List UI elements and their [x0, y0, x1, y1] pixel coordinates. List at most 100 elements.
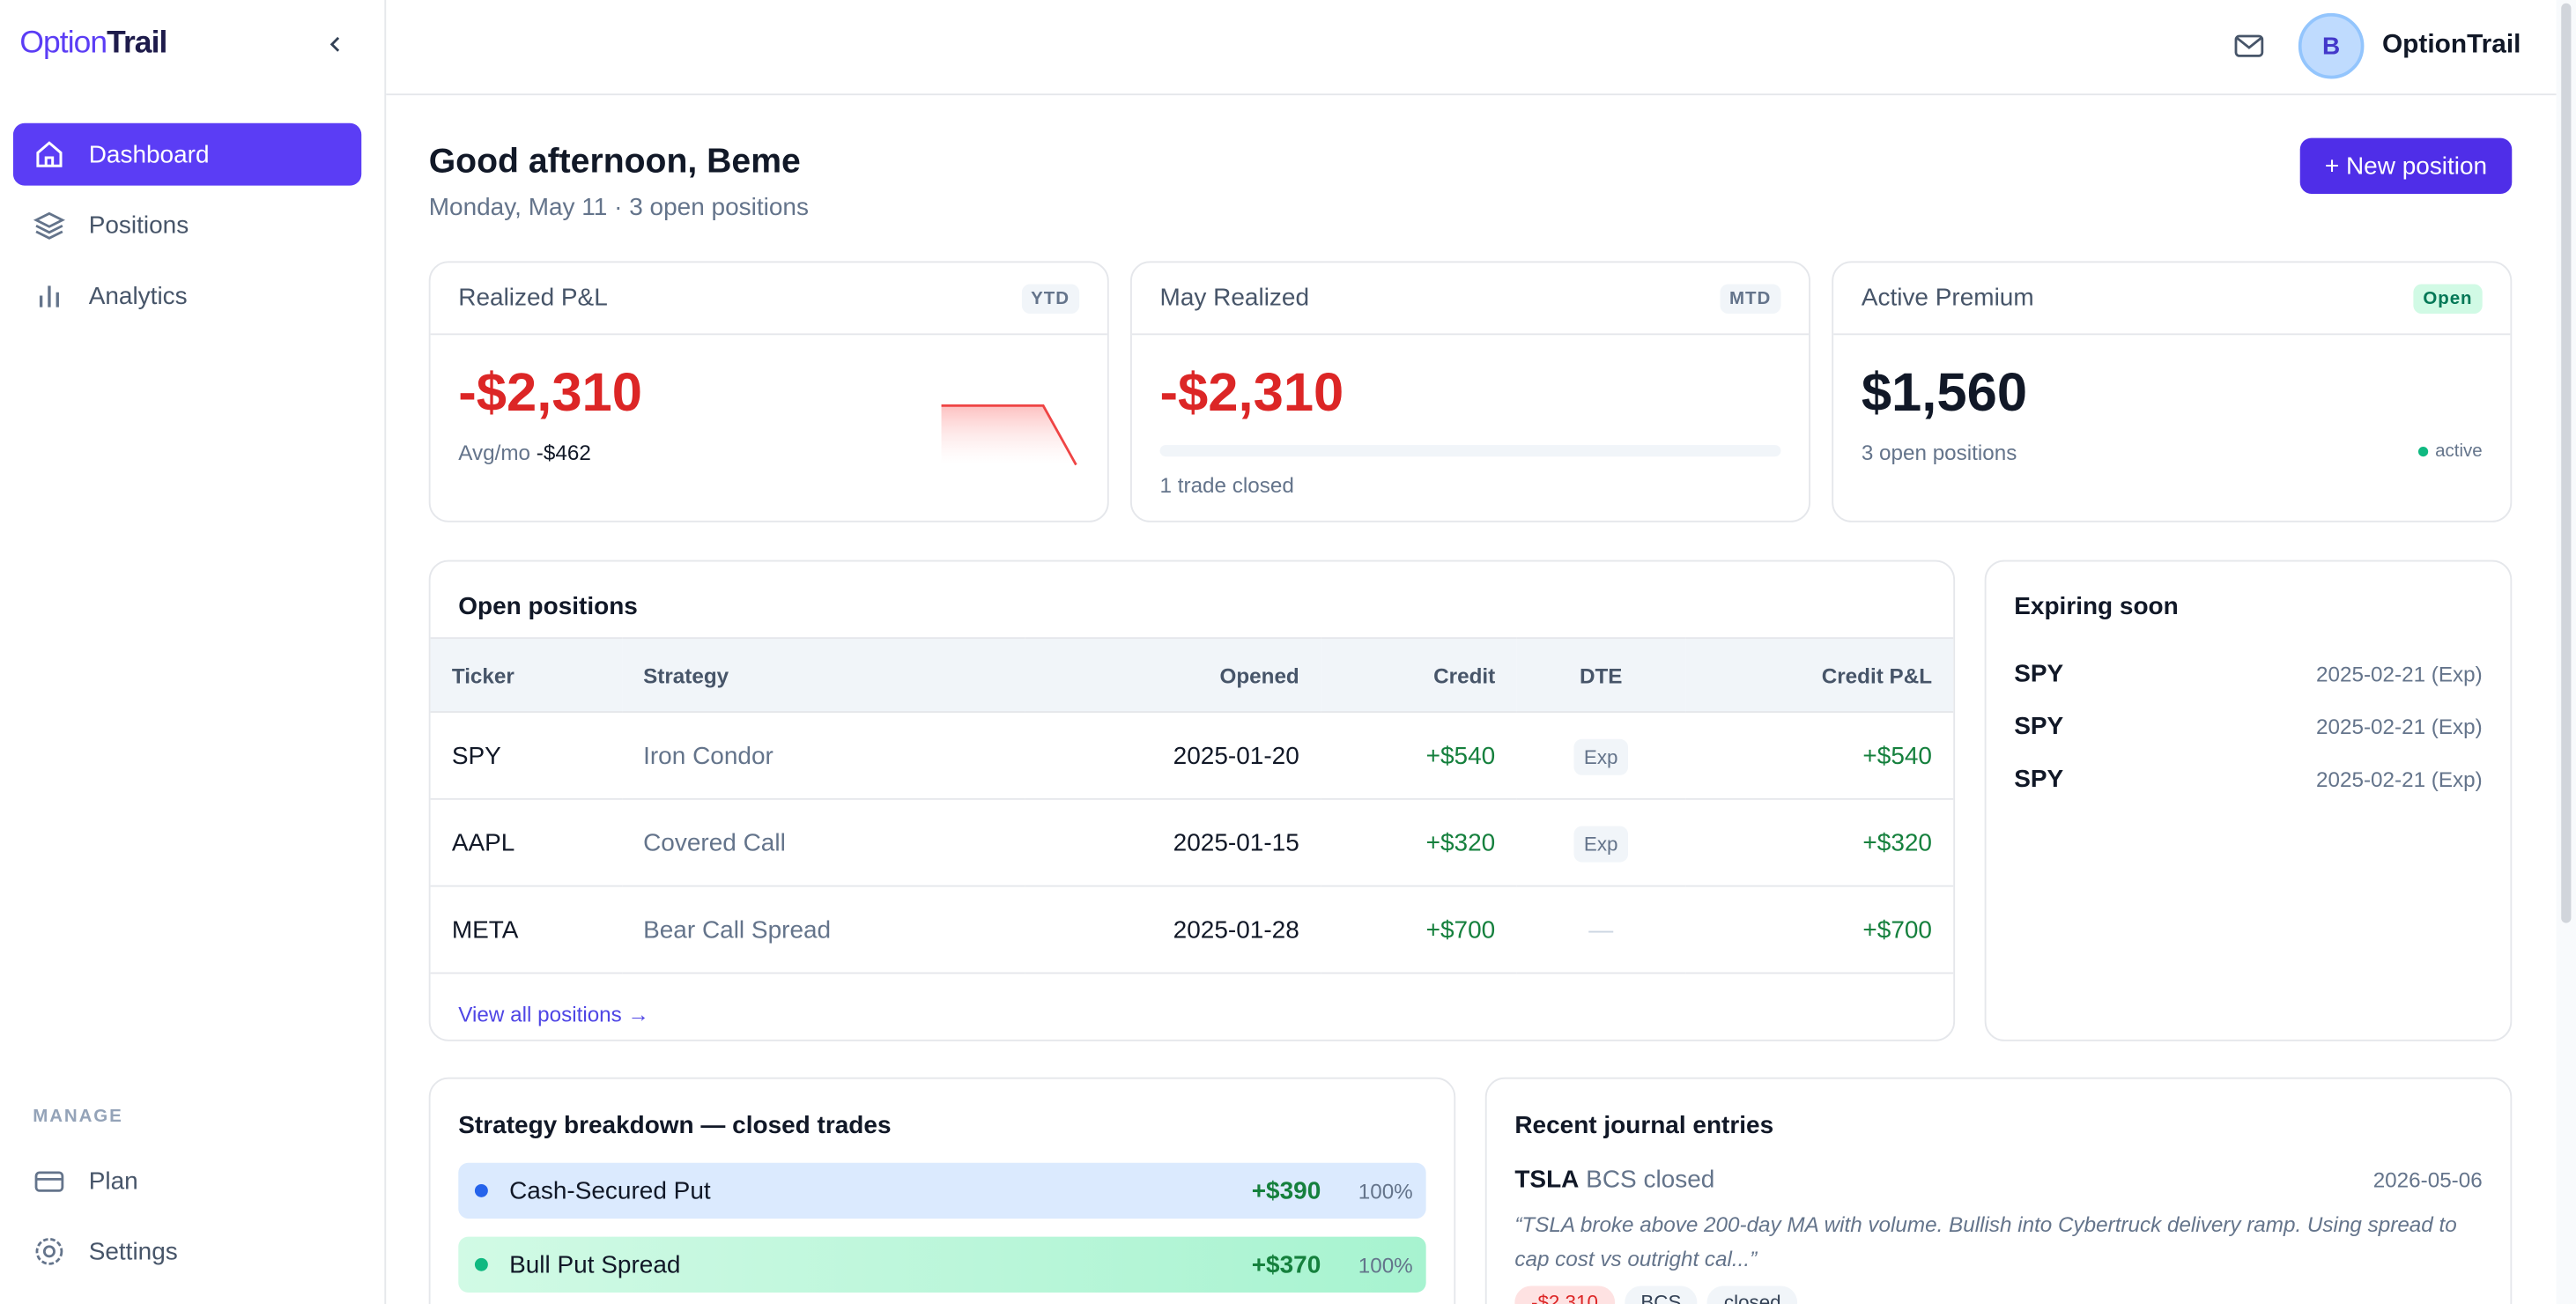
cell: AAPL [430, 798, 622, 887]
strategy-pnl: +$370 [1251, 1250, 1321, 1279]
cell: +$540 [1321, 712, 1517, 800]
strategy-name: Bull Put Spread [509, 1250, 681, 1279]
scroll-thumb[interactable] [2561, 3, 2572, 923]
sidebar: OptionTrail Dashboard Positions Analytic… [0, 0, 387, 1304]
dte-pill: Exp [1573, 825, 1628, 862]
logo[interactable]: OptionTrail [19, 26, 167, 63]
card-title: Realized P&L [458, 284, 608, 313]
card-note: 1 trade closed [1159, 472, 1294, 498]
logo-part: Option [19, 26, 107, 61]
note-label: Avg/mo [458, 440, 531, 465]
expiring-card: Expiring soon SPY 2025-02-21 (Exp) SPY 2025… [1984, 559, 2513, 1041]
ticker: SPY [2014, 659, 2064, 688]
mail-button[interactable] [2234, 33, 2264, 59]
section-label: MANAGE [33, 1107, 123, 1127]
nav-label: Plan [88, 1167, 138, 1196]
nav-item[interactable]: Analytics [13, 264, 361, 327]
position-row[interactable]: META Bear Call Spread 2025-01-28 +$700— +$70… [430, 885, 1954, 974]
card-title: Active Premium [1861, 284, 2034, 313]
card-value: -$2,310 [458, 361, 643, 423]
status: active [2418, 441, 2483, 462]
strategy-name: Cash-Secured Put [509, 1176, 711, 1205]
icon [33, 211, 65, 240]
sparkline [941, 404, 1077, 466]
cell: +$320 [1321, 798, 1517, 887]
strategy-list: Cash-Secured Put +$390 100% Bull Put Spread… [458, 1162, 1426, 1293]
cell: +$320 [1685, 798, 1954, 887]
journal-title: TSLA BCS closed [1514, 1166, 1714, 1194]
strategy-row[interactable]: Cash-Secured Put +$390 100% [458, 1162, 1426, 1219]
progress-track [1159, 445, 1781, 457]
card-note: 3 open positions [1861, 440, 2017, 465]
expiring-item[interactable]: SPY 2025-02-21 (Exp) [2014, 647, 2482, 700]
card-title: Expiring soon [2014, 592, 2179, 621]
column-header: Opened [1025, 637, 1321, 713]
journal-tags: -$2,310 BCS closed [1514, 1285, 2482, 1304]
position-row[interactable]: SPY Iron Condor 2025-01-20 +$540 Exp +$540 [430, 712, 1954, 800]
expiring-item[interactable]: SPY 2025-02-21 (Exp) [2014, 700, 2482, 752]
tag: closed [1707, 1285, 1798, 1304]
topbar: B OptionTrail [386, 0, 2557, 96]
subtitle: Monday, May 11 · 3 open positions [428, 193, 809, 222]
dot [474, 1257, 488, 1271]
card-header: May Realized MTD [1131, 263, 1810, 336]
stat-card: Active Premium Open $1,560 3 open positions… [1832, 261, 2513, 522]
cell: +$700 [1685, 885, 1954, 974]
tag: BCS [1624, 1285, 1699, 1304]
user-name: OptionTrail [2381, 31, 2521, 60]
card-note: Avg/mo -$462 [458, 441, 591, 465]
cell: SPY [430, 712, 622, 800]
expiry-date: 2025-02-21 (Exp) [2316, 661, 2483, 686]
nav-item[interactable]: Plan [13, 1150, 361, 1212]
status-label: active [2435, 441, 2483, 462]
view-all-link[interactable]: View all positions → [458, 1002, 649, 1026]
strategy-row[interactable]: Bull Put Spread +$370 100% [458, 1236, 1426, 1293]
ticker: SPY [2014, 712, 2064, 740]
collapse-button[interactable] [325, 34, 344, 54]
stat-card: Realized P&L YTD -$2,310 Avg/mo -$462 [428, 261, 1109, 522]
cell: — [1516, 885, 1686, 974]
header-row: Ticker Strategy Opened Credit DTE Credit P&L [430, 637, 1954, 713]
table-body: SPY Iron Condor 2025-01-20 +$540 Exp +$540 AAP… [430, 712, 1954, 974]
cell: Covered Call [621, 798, 1025, 887]
positions-table: Ticker Strategy Opened Credit DTE Credit P&L S… [430, 637, 1954, 974]
avatar[interactable]: B [2298, 12, 2365, 79]
column-header: Credit P&L [1685, 637, 1954, 713]
card-title: Strategy breakdown — closed trades [458, 1111, 892, 1140]
card-header: Realized P&L YTD [430, 263, 1107, 336]
journal-header[interactable]: TSLA BCS closed 2026-05-06 [1514, 1166, 2482, 1194]
cell: 2025-01-20 [1025, 712, 1321, 800]
position-row[interactable]: AAPL Covered Call 2025-01-15 +$320 Exp +$320 [430, 798, 1954, 887]
column-header: Ticker [430, 637, 622, 713]
journal-quote: “TSLA broke above 200-day MA with volume… [1514, 1211, 2457, 1271]
badge: Open [2413, 283, 2483, 314]
dte-pill: Exp [1573, 737, 1628, 774]
cell: META [430, 885, 622, 974]
expiring-item[interactable]: SPY 2025-02-21 (Exp) [2014, 752, 2482, 805]
nav-item[interactable]: Settings [13, 1220, 361, 1283]
icon [34, 1171, 64, 1192]
nav-label: Dashboard [88, 140, 210, 169]
cell: 2025-01-28 [1025, 885, 1321, 974]
logo-part: Trail [107, 26, 167, 61]
expiry-date: 2025-02-21 (Exp) [2316, 713, 2483, 738]
journal-list: TSLA BCS closed 2026-05-06 “TSLA broke abo… [1514, 1166, 2483, 1304]
note-value: -$462 [536, 440, 591, 465]
expiring-list: SPY 2025-02-21 (Exp) SPY 2025-02-21 (Exp) SP… [2014, 647, 2482, 804]
nav-label: Positions [88, 211, 189, 240]
icon [36, 141, 63, 167]
icon [39, 285, 59, 307]
open-positions-card: Open positions Ticker Strategy Opened Credi… [428, 559, 1956, 1041]
nav-item[interactable]: Positions [13, 194, 361, 256]
status-dot [2418, 447, 2429, 457]
cell: 2025-01-15 [1025, 798, 1321, 887]
journal-ticker: TSLA [1514, 1166, 1580, 1195]
new-position-button[interactable]: + New position [2299, 137, 2513, 194]
badge: YTD [1020, 283, 1080, 314]
scrollbar [2556, 0, 2576, 1304]
journal-date: 2026-05-06 [2372, 1167, 2483, 1193]
journal-action: BCS closed [1586, 1166, 1715, 1195]
journal-card: Recent journal entries TSLA BCS closed 20… [1484, 1077, 2513, 1304]
nav-item[interactable]: Dashboard [12, 122, 362, 186]
